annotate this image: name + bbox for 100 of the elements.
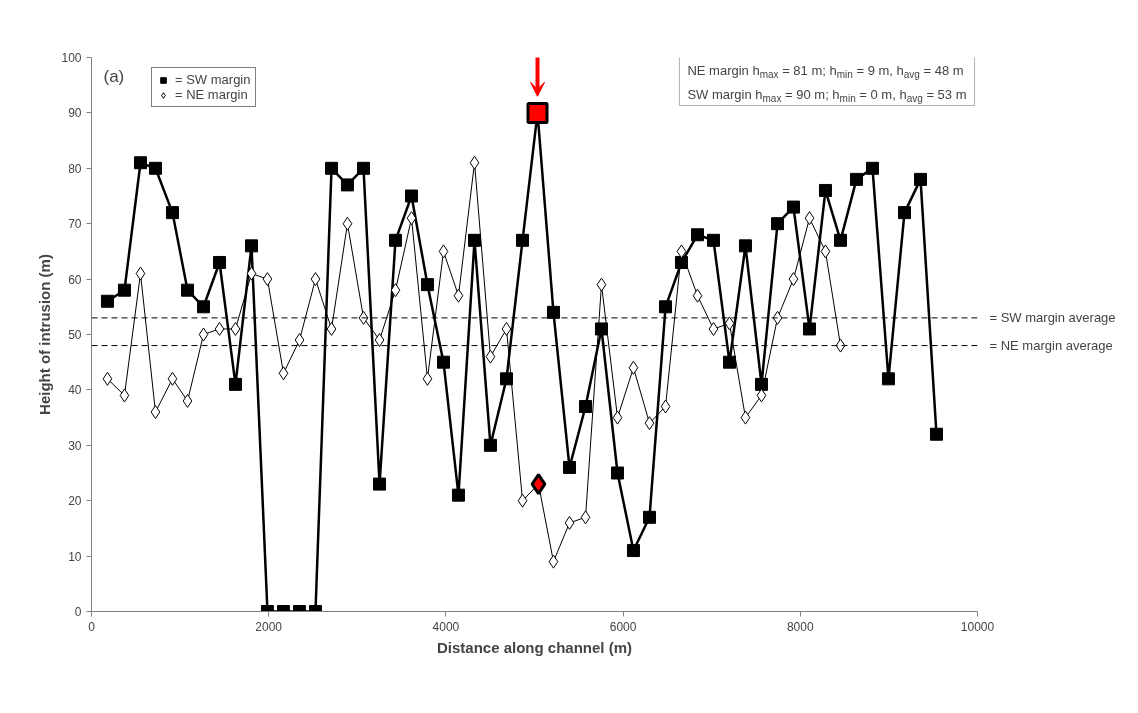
point [485,349,496,364]
y-axis-title: Height of intrusion (m) [36,254,54,415]
point [740,410,751,425]
point [723,355,737,369]
point [517,493,528,508]
point [564,515,575,530]
point [849,172,863,186]
point [373,477,387,491]
point [660,399,671,414]
point [420,278,434,292]
point [214,321,225,336]
point [914,172,928,186]
annotation: (a) [103,66,125,86]
point [182,393,193,408]
point [357,161,370,175]
x-tick-label: 10000 [960,619,995,634]
point [438,244,449,259]
point [500,372,513,386]
point [374,333,385,348]
point [119,388,130,403]
point [691,228,705,242]
y-tick-label: 40 [68,383,82,398]
point [548,554,559,569]
point [134,156,147,170]
point [756,388,767,403]
point [626,544,640,558]
x-tick-label: 0 [88,619,96,634]
point [388,233,402,247]
point [294,333,305,348]
point [579,400,593,414]
x-axis-title: Distance along channel (m) [436,638,633,656]
point [228,377,242,391]
point [437,355,451,369]
point [326,321,337,336]
point [692,288,703,303]
point [738,239,752,253]
point [148,161,162,175]
y-tick-label: 10 [68,549,82,564]
ref-line-label: = SW margin average [989,310,1116,326]
point [866,161,880,175]
point [676,244,687,259]
point [406,211,417,226]
point [929,427,943,441]
x-tick-label: 2000 [255,619,283,634]
point [803,322,817,336]
y-tick-label: 0 [74,605,82,619]
point [771,217,785,231]
point [102,371,113,386]
point [804,211,815,226]
point [659,300,673,314]
point [897,206,911,220]
point [501,321,512,336]
point [246,266,257,281]
legend-label: = SW margin [175,72,251,87]
point [100,294,114,308]
point [611,466,625,480]
point [643,510,656,524]
point [469,155,480,170]
y-tick-label: 70 [68,217,82,232]
point [181,283,195,297]
point [196,300,210,314]
point [708,321,719,336]
point [342,216,353,231]
point [422,371,433,386]
point [453,288,464,303]
point [390,283,401,298]
point [117,283,131,297]
point [818,183,832,197]
y-tick-label: 50 [68,328,82,342]
point [834,233,848,247]
x-tick-label: 8000 [786,619,814,634]
point [468,233,482,247]
point [835,338,846,353]
x-tick-label: 6000 [609,619,637,634]
point [612,410,623,425]
point [340,178,354,192]
point [405,189,419,203]
ref-line-label: = NE margin average [989,338,1113,354]
y-tick-label: 20 [68,494,82,509]
point [706,233,720,247]
point [198,327,209,342]
point [325,161,339,175]
point [724,316,735,331]
y-tick-label: 60 [68,272,82,287]
point [135,266,146,281]
point [596,277,607,292]
point [644,416,655,431]
point [310,272,321,287]
point [580,510,591,525]
y-tick-label: 90 [68,106,82,121]
point [563,460,576,474]
point [245,239,259,253]
point [278,366,289,381]
legend-label: = NE margin [175,87,248,102]
point [213,255,227,269]
y-tick-label: 80 [68,161,82,176]
point [451,488,465,502]
point [230,321,241,336]
point [628,360,639,375]
point [788,272,799,287]
